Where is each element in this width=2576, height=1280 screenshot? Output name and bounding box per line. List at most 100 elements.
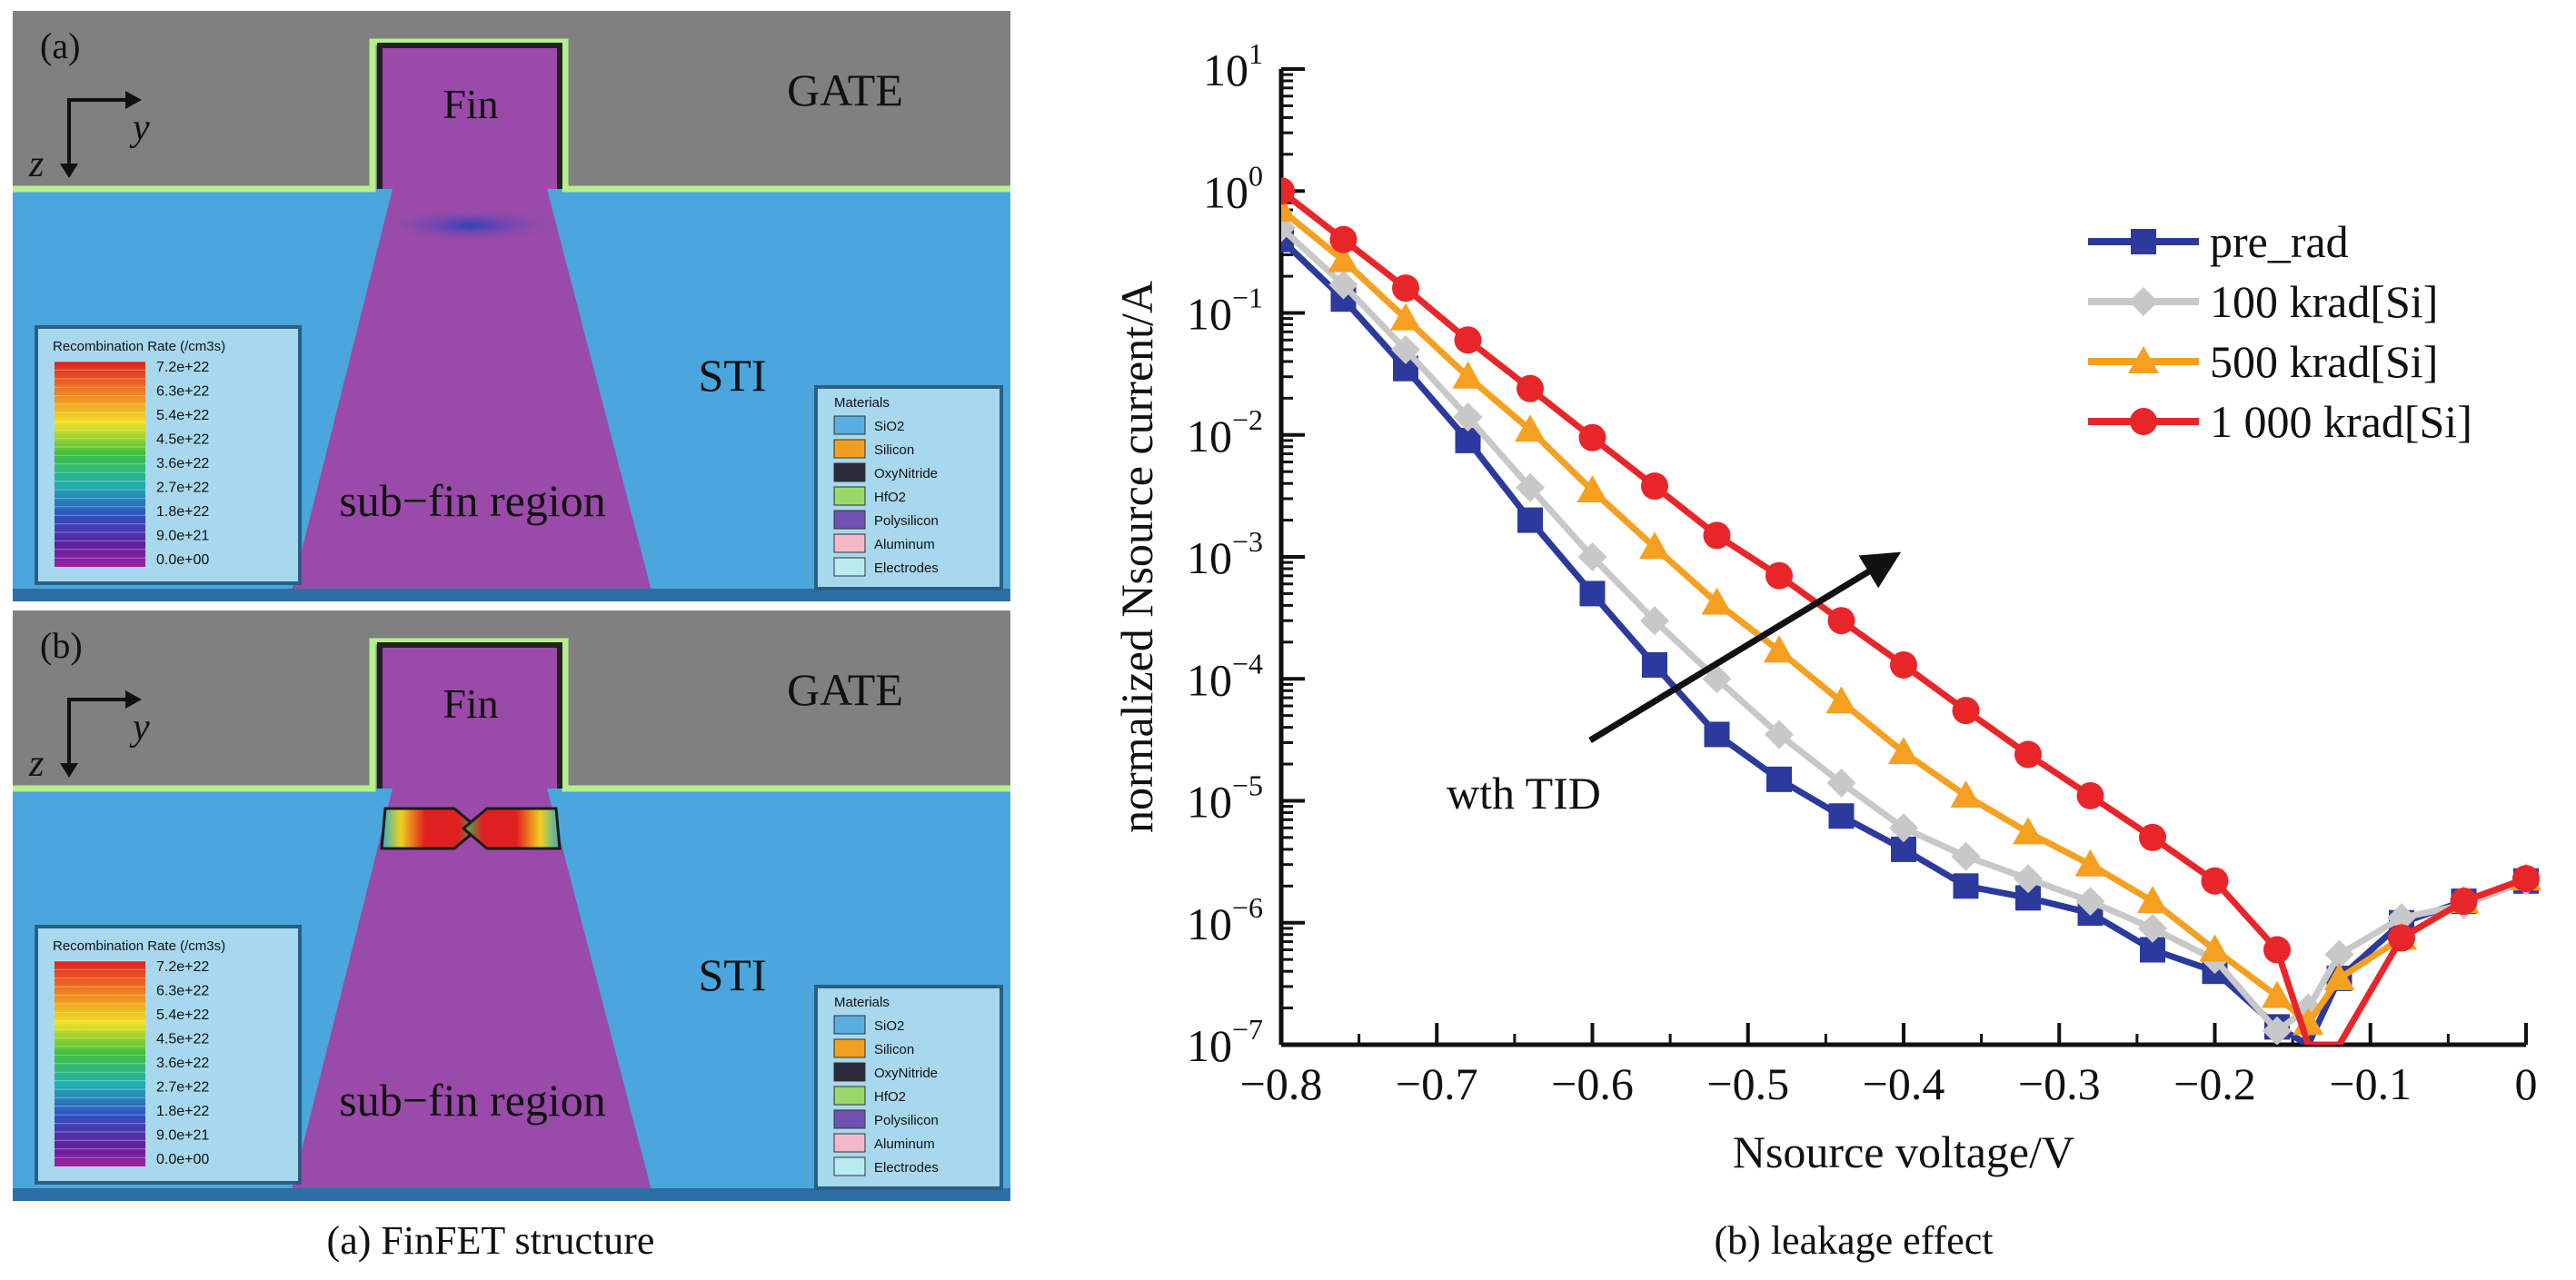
material-name: Silicon xyxy=(874,1042,914,1057)
material-swatch xyxy=(833,1038,866,1058)
data-point-triangle xyxy=(1576,474,1608,502)
data-point-circle xyxy=(1890,650,1917,679)
y-tick-exponent: −1 xyxy=(1232,282,1263,314)
material-name: HfO2 xyxy=(874,1089,906,1105)
y-tick-exponent: −3 xyxy=(1232,525,1263,558)
data-point-triangle xyxy=(1888,737,1919,765)
y-tick-base: 10 xyxy=(1187,777,1232,828)
bottom-strip xyxy=(13,589,1010,601)
y-arrow-icon xyxy=(125,91,142,109)
y-tick-label: 10−3 xyxy=(1187,525,1263,583)
data-point-circle xyxy=(1827,607,1855,635)
colorbar-title: Recombination Rate (/cm3s) xyxy=(53,938,225,954)
material-swatch xyxy=(833,415,866,435)
y-tick-label: 100 xyxy=(1203,159,1263,217)
data-point-triangle xyxy=(2323,962,2355,990)
data-point-square xyxy=(1517,507,1543,533)
y-tick-exponent: −4 xyxy=(1232,647,1263,680)
colorbar-tick: 3.6e+22 xyxy=(156,1056,209,1071)
data-point-triangle xyxy=(1701,587,1733,615)
z-arrow-icon xyxy=(60,164,78,178)
material-name: Polysilicon xyxy=(874,513,939,529)
data-point-diamond xyxy=(1640,606,1669,636)
data-point-diamond xyxy=(1826,768,1856,798)
legend-label: 100 krad[Si] xyxy=(2210,276,2438,327)
data-point-triangle xyxy=(2013,817,2044,845)
data-point-circle xyxy=(1578,423,1606,451)
axis-corner xyxy=(67,98,136,174)
colorbar-tick: 4.5e+22 xyxy=(156,432,209,448)
hotspot-left xyxy=(380,807,481,850)
sti-label: STI xyxy=(699,350,767,401)
y-axis-label: normalized Nsource current/A xyxy=(1111,281,1162,833)
bottom-strip xyxy=(13,1188,1010,1201)
sti-label: STI xyxy=(699,949,767,1000)
material-swatch xyxy=(833,533,866,553)
fin-label: Fin xyxy=(443,81,498,127)
panel-a: (a) z y Fin GATE STI sub−fin region Recombinati… xyxy=(13,11,1010,601)
material-swatch xyxy=(833,486,866,506)
data-point-diamond xyxy=(2138,913,2167,943)
gate-label: GATE xyxy=(787,664,903,715)
data-point-circle xyxy=(1703,521,1731,550)
x-tick-label: −0.7 xyxy=(1396,1058,1478,1109)
subfin-label: sub−fin region xyxy=(339,475,605,526)
materials-legend: Materials SiO2 Silicon OxyNitride HfO2 Polysi… xyxy=(814,985,1003,1190)
data-point-diamond xyxy=(2263,1016,2292,1045)
data-point-circle xyxy=(1517,374,1544,402)
data-point-circle xyxy=(2076,781,2104,809)
data-point-diamond xyxy=(1889,813,1918,843)
colorbar-tick: 6.3e+22 xyxy=(156,984,209,999)
material-name: HfO2 xyxy=(874,490,906,505)
fin-label: Fin xyxy=(443,680,498,727)
colorbar-tick: 1.8e+22 xyxy=(156,1104,209,1119)
data-point-triangle xyxy=(1825,686,1857,714)
data-point-diamond xyxy=(1577,542,1607,571)
data-point-diamond xyxy=(1516,472,1545,502)
colorbar-tick: 7.2e+22 xyxy=(156,360,209,375)
y-tick-base: 10 xyxy=(1187,289,1232,340)
x-tick-label: −0.4 xyxy=(1863,1058,1945,1109)
data-point-square xyxy=(2131,229,2156,254)
material-name: Silicon xyxy=(874,442,914,458)
data-point-circle xyxy=(2263,936,2291,964)
colorbar-tick: 0.0e+00 xyxy=(156,1152,209,1167)
y-tick-exponent: −7 xyxy=(1232,1013,1263,1046)
data-point-diamond xyxy=(1765,719,1794,749)
y-tick-label: 10−5 xyxy=(1187,769,1263,828)
colorbar-tick: 0.0e+00 xyxy=(156,552,209,568)
data-point-diamond xyxy=(1951,841,1981,871)
data-point-circle xyxy=(2139,823,2166,851)
material-swatch xyxy=(833,1156,866,1176)
y-tick-label: 10−6 xyxy=(1187,891,1263,949)
data-point-diamond xyxy=(2387,903,2416,933)
data-point-diamond xyxy=(1453,402,1483,432)
axis-y-label: y xyxy=(129,707,150,749)
colorbar-gradient xyxy=(55,961,145,1166)
series-line xyxy=(1281,188,2528,1045)
gate-label: GATE xyxy=(787,64,903,115)
axis-z-label: z xyxy=(28,144,44,185)
axis-corner xyxy=(67,698,136,774)
materials-title: Materials xyxy=(834,995,890,1010)
data-point-triangle xyxy=(1328,244,1359,273)
colorbar-tick: 3.6e+22 xyxy=(156,456,209,471)
material-swatch xyxy=(833,1086,866,1106)
data-point-square xyxy=(1642,651,1667,678)
colorbar-tick: 4.5e+22 xyxy=(156,1032,209,1047)
data-point-diamond xyxy=(1391,334,1420,364)
finfet-structure-panels: (a) z y Fin GATE STI sub−fin region Recombinati… xyxy=(13,11,1010,1201)
y-tick-base: 10 xyxy=(1187,654,1232,705)
fin-outline xyxy=(377,642,562,789)
legend-label: pre_rad xyxy=(2210,216,2349,267)
panel-b: (b) z y Fin GATE STI sub−fin region Recombinati… xyxy=(13,610,1010,1201)
materials-title: Materials xyxy=(834,395,890,411)
data-point-diamond xyxy=(2075,887,2105,917)
data-point-circle xyxy=(2201,867,2229,895)
data-point-circle xyxy=(2512,865,2540,893)
legend: pre_rad 100 krad[Si] 500 krad[Si] 1 000 kra… xyxy=(2088,216,2472,447)
x-tick-label: −0.5 xyxy=(1706,1058,1789,1109)
colorbar-tick: 9.0e+21 xyxy=(156,1128,209,1144)
data-point-triangle xyxy=(1639,531,1670,560)
